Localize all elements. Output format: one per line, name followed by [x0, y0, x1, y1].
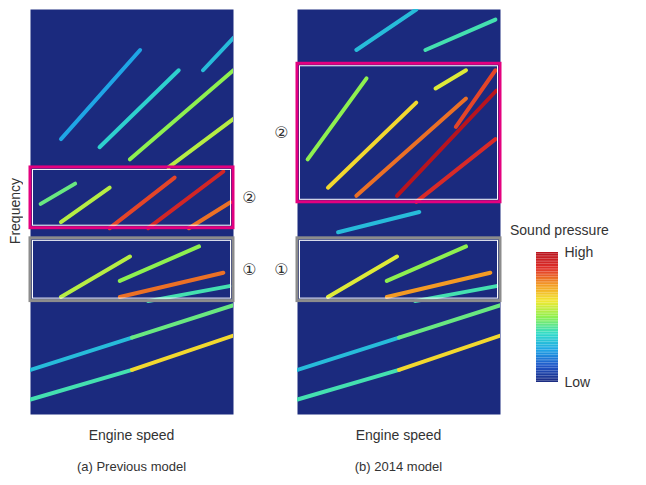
html-text:(b) 2014 model: (b) 2014 model [354, 459, 443, 474]
html-text:Engine speed: Engine speed [88, 427, 175, 443]
svg-text:①: ① [274, 261, 288, 278]
html-text:(a) Previous model: (a) Previous model [76, 459, 186, 474]
html-text:Frequency: Frequency [7, 178, 23, 245]
svg-text:②: ② [274, 124, 288, 141]
html-text:Engine speed: Engine speed [355, 427, 442, 443]
svg-text:①: ① [242, 261, 256, 278]
html-text:Sound pressure: Sound pressure [510, 222, 609, 238]
svg-text:②: ② [242, 189, 256, 206]
svg-text:Low: Low [565, 374, 592, 390]
svg-text:High: High [565, 244, 594, 260]
